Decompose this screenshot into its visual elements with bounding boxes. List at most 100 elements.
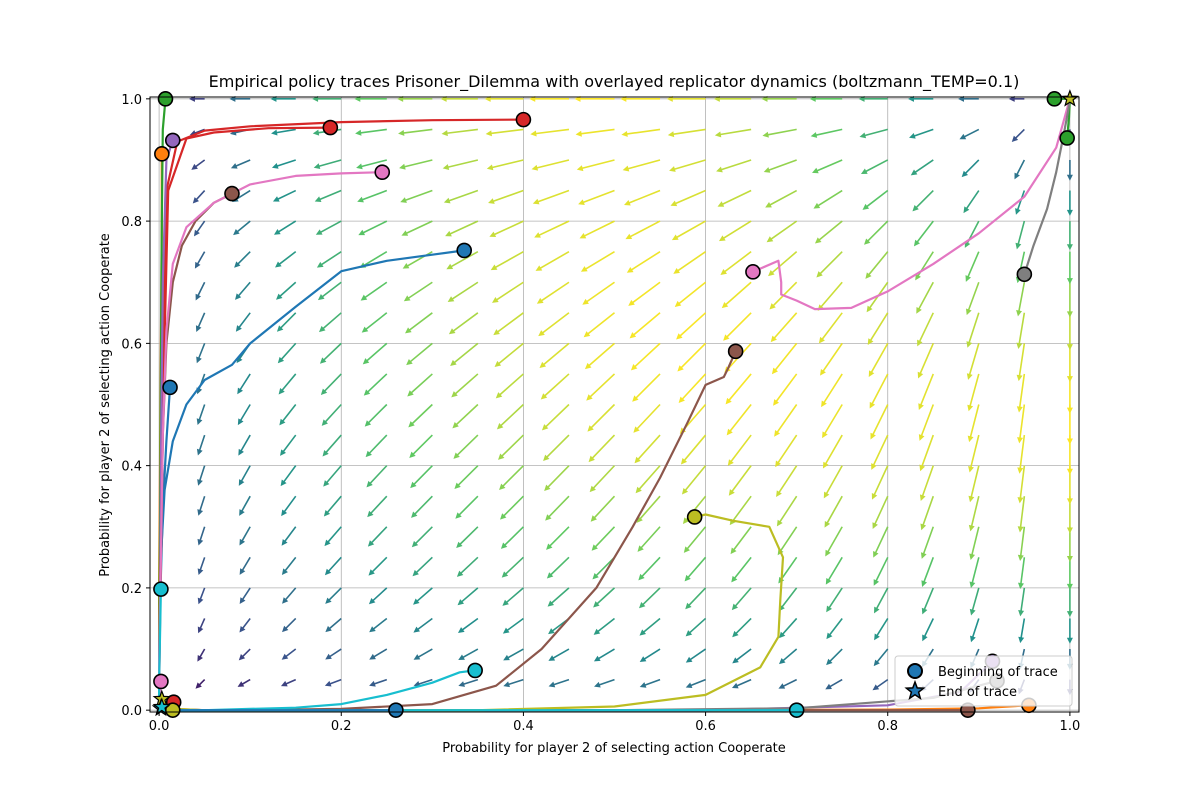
field-arrow [714, 128, 752, 138]
field-arrow [681, 465, 707, 495]
field-arrow [635, 465, 661, 494]
field-arrow [673, 251, 707, 274]
field-arrow [534, 220, 570, 238]
y-tick-label: 0.6 [121, 337, 142, 352]
field-arrow [324, 678, 342, 687]
field-arrow [624, 189, 661, 206]
field-arrow [367, 495, 388, 518]
field-arrow [678, 373, 707, 404]
field-arrow [969, 557, 980, 589]
field-arrow [1066, 221, 1073, 251]
field-arrow [496, 403, 524, 430]
x-tick-label: 0.0 [149, 719, 170, 734]
trace-start-marker [727, 343, 744, 360]
field-arrow [637, 526, 661, 552]
y-tick-label: 0.2 [121, 582, 142, 597]
trace-start-marker [745, 264, 761, 280]
field-arrow [583, 312, 615, 338]
trace-line [158, 171, 383, 705]
field-arrow [355, 128, 387, 136]
field-arrow [864, 220, 889, 245]
field-arrow [239, 556, 251, 575]
x-tick-label: 1.0 [1060, 719, 1081, 734]
field-arrow [1066, 618, 1073, 644]
field-arrow [272, 189, 297, 202]
field-arrow [594, 678, 615, 688]
trace-start-marker [153, 581, 169, 597]
field-arrow [723, 312, 752, 341]
field-arrow [485, 128, 524, 137]
field-arrow [547, 587, 570, 607]
field-arrow [1017, 526, 1026, 562]
x-axis-label: Probability for player 2 of selecting ac… [442, 741, 786, 756]
field-arrow [592, 556, 616, 580]
field-arrow [862, 189, 889, 210]
field-arrow [197, 557, 206, 576]
field-arrow [766, 220, 798, 243]
field-arrow [410, 465, 433, 489]
field-arrow [810, 128, 843, 138]
field-arrow [639, 678, 661, 688]
field-arrow [281, 526, 297, 546]
field-arrow [448, 312, 479, 335]
field-arrow [369, 617, 388, 633]
legend-marker-end [904, 679, 926, 701]
field-arrow [870, 404, 889, 440]
field-arrow [685, 587, 707, 610]
trace-line [158, 249, 465, 705]
field-arrow [1066, 159, 1073, 181]
field-arrow [192, 189, 206, 204]
field-arrow [456, 526, 479, 549]
field-arrow [773, 373, 798, 406]
field-arrow [546, 526, 570, 550]
field-arrow [732, 617, 752, 638]
field-arrow [196, 434, 206, 456]
field-arrow [822, 404, 843, 439]
field-arrow [543, 434, 570, 461]
field-arrow [910, 159, 934, 176]
field-arrow [452, 403, 479, 429]
field-arrow [670, 189, 706, 207]
field-arrow [825, 678, 843, 690]
field-arrow [765, 189, 798, 208]
field-arrow [639, 648, 661, 662]
field-arrow [674, 281, 707, 307]
field-arrow [540, 373, 570, 400]
field-arrow [818, 312, 843, 344]
field-arrow [909, 128, 934, 139]
field-arrow [197, 618, 206, 634]
field-arrow [1018, 557, 1026, 589]
field-arrow [271, 159, 296, 169]
field-arrow [314, 189, 342, 202]
field-arrow [488, 189, 524, 204]
field-arrow [276, 281, 297, 300]
x-tick-label: 0.4 [513, 719, 534, 734]
field-arrow [589, 465, 616, 493]
field-arrow [454, 465, 479, 490]
field-arrow [778, 648, 798, 665]
field-arrow [503, 678, 524, 688]
field-arrow [680, 434, 707, 465]
field-arrow [969, 526, 980, 560]
field-arrow [872, 678, 889, 691]
field-arrow [727, 434, 752, 466]
x-tick-label: 0.6 [695, 719, 716, 734]
field-arrow [669, 159, 706, 172]
field-arrow [195, 312, 206, 332]
field-arrow [499, 465, 524, 490]
field-arrow [489, 220, 524, 238]
field-arrow [361, 312, 388, 333]
field-arrow [639, 587, 661, 609]
field-arrow [587, 403, 616, 432]
field-arrow [412, 556, 433, 577]
field-arrow [281, 556, 297, 575]
field-arrow [776, 495, 798, 527]
field-arrow [413, 587, 433, 605]
field-arrow [768, 251, 798, 277]
field-arrow [621, 128, 661, 137]
field-arrow [446, 250, 479, 270]
x-tick-label: 0.8 [877, 719, 898, 734]
field-arrow [457, 587, 479, 606]
field-arrow [368, 556, 388, 576]
field-arrow [196, 343, 206, 364]
